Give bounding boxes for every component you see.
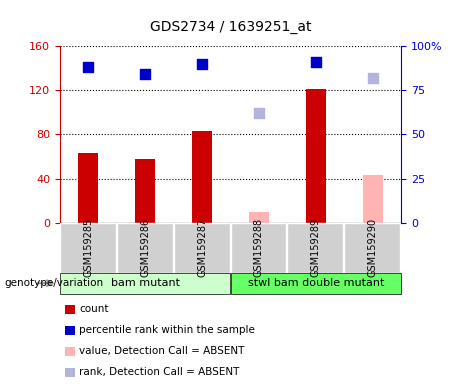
Text: GSM159288: GSM159288 [254,218,264,277]
Bar [135,159,155,223]
Text: genotype/variation: genotype/variation [5,278,104,288]
Text: GSM159289: GSM159289 [311,218,321,277]
Text: GSM159285: GSM159285 [83,218,94,277]
Bar [78,153,98,223]
Text: value, Detection Call = ABSENT: value, Detection Call = ABSENT [79,346,245,356]
Text: GDS2734 / 1639251_at: GDS2734 / 1639251_at [150,20,311,34]
Point [255,110,263,116]
Text: bam mutant: bam mutant [111,278,180,288]
Bar [249,212,269,223]
Point [198,61,206,67]
Bar [192,131,212,223]
Point [85,64,92,70]
Text: rank, Detection Call = ABSENT: rank, Detection Call = ABSENT [79,367,240,377]
Text: stwl bam double mutant: stwl bam double mutant [248,278,384,288]
Text: count: count [79,304,109,314]
Point [312,59,319,65]
Bar [306,89,326,223]
Point [369,75,376,81]
Text: percentile rank within the sample: percentile rank within the sample [79,325,255,335]
Text: GSM159287: GSM159287 [197,218,207,277]
Text: GSM159286: GSM159286 [140,218,150,277]
Text: GSM159290: GSM159290 [367,218,378,277]
Bar [363,175,383,223]
Point [142,71,149,78]
